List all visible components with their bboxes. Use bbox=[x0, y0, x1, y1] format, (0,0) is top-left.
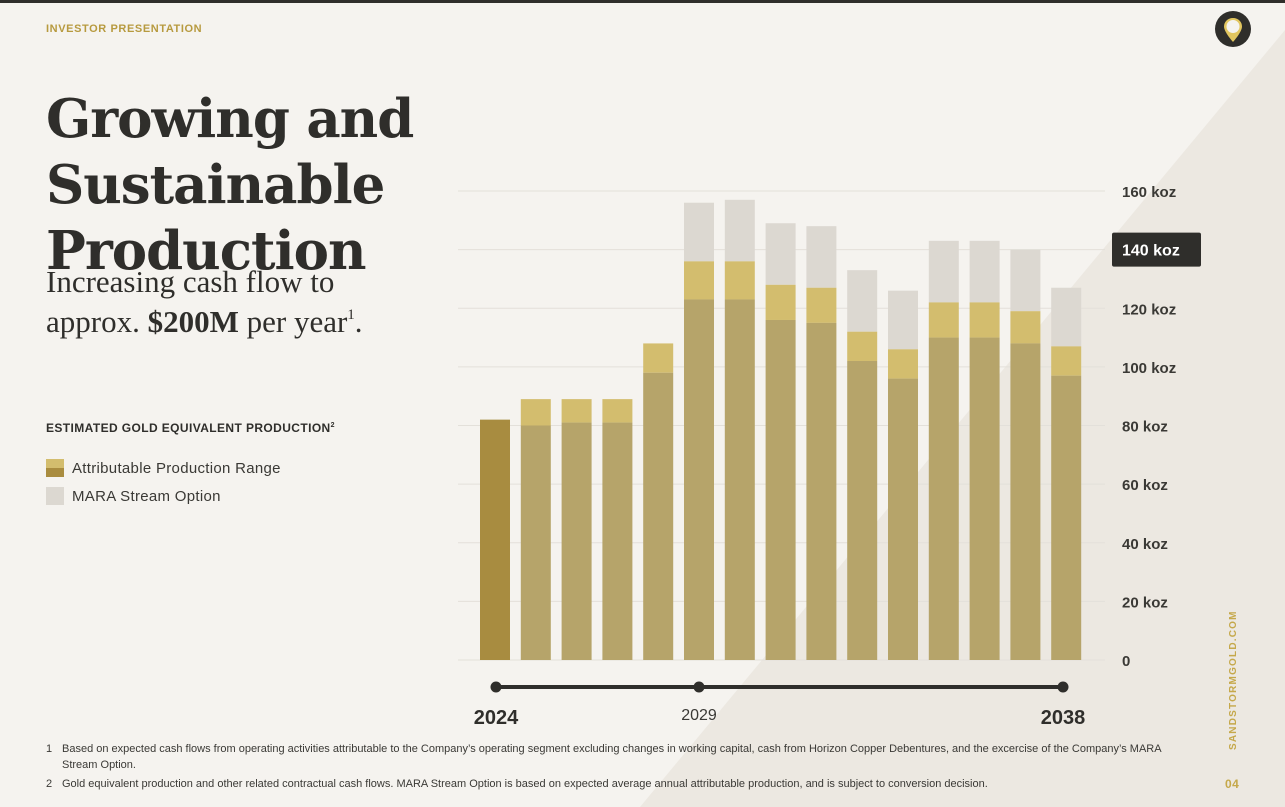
bar-base bbox=[928, 337, 959, 660]
y-tick-label: 0 bbox=[1122, 653, 1130, 670]
footnote-number: 1 bbox=[46, 743, 53, 755]
bar-mara bbox=[969, 240, 1000, 303]
y-tick-label: 80 koz bbox=[1122, 419, 1168, 436]
bar-base bbox=[520, 425, 551, 660]
subtitle-line-1: Increasing cash flow to bbox=[46, 264, 335, 299]
footnote-ref-2: 2 bbox=[330, 422, 335, 429]
footnote-ref-1: 1 bbox=[347, 307, 355, 323]
bar-range bbox=[969, 302, 1000, 338]
title-line-1: Growing and Sustainable bbox=[46, 88, 414, 216]
bar-base bbox=[561, 422, 592, 660]
bar-mara bbox=[847, 270, 878, 332]
subtitle: Increasing cash flow to approx. $200M pe… bbox=[46, 262, 466, 342]
bar-mara bbox=[806, 226, 837, 288]
bar-base bbox=[806, 322, 837, 660]
chart-heading-text: ESTIMATED GOLD EQUIVALENT PRODUCTION bbox=[46, 421, 331, 435]
subtitle-end: . bbox=[354, 304, 363, 339]
page-number: 04 bbox=[1225, 777, 1240, 791]
bar-range bbox=[847, 331, 878, 362]
bar-mara bbox=[1010, 249, 1041, 312]
bar-base bbox=[847, 361, 878, 660]
bar-range bbox=[928, 302, 959, 338]
footnote-1: 1 Based on expected cash flows from oper… bbox=[46, 741, 1196, 773]
y-tick-label: 160 koz bbox=[1122, 184, 1176, 201]
y-tick-label: 100 koz bbox=[1122, 360, 1176, 377]
bar-base bbox=[1010, 343, 1041, 660]
bar-base bbox=[1051, 375, 1082, 660]
subtitle-post: per year bbox=[238, 304, 348, 339]
y-tick-label: 40 koz bbox=[1122, 536, 1168, 553]
footnote-2: 2 Gold equivalent production and other r… bbox=[46, 776, 1196, 792]
y-tick-label-highlight: 140 koz bbox=[1122, 243, 1180, 260]
bar-range bbox=[520, 399, 551, 426]
timeline-label-start: 2024 bbox=[474, 707, 519, 729]
bar-base bbox=[480, 419, 510, 660]
bar-base bbox=[602, 422, 633, 660]
bar-range bbox=[561, 399, 592, 423]
chart-heading: ESTIMATED GOLD EQUIVALENT PRODUCTION2 bbox=[46, 421, 335, 435]
bar-mara bbox=[1051, 287, 1082, 347]
subtitle-pre: approx. bbox=[46, 304, 148, 339]
bar-base bbox=[888, 378, 918, 660]
bar-base bbox=[969, 337, 1000, 660]
page-title: Growing and Sustainable Production bbox=[46, 86, 766, 284]
bar-base bbox=[643, 372, 674, 660]
title-line-2: Production bbox=[46, 220, 367, 282]
bar-mara bbox=[765, 223, 796, 285]
location-pin-icon bbox=[1215, 11, 1251, 47]
y-tick-label: 20 koz bbox=[1122, 594, 1168, 611]
bar-range bbox=[1010, 311, 1041, 344]
footnote-text: Gold equivalent production and other rel… bbox=[62, 778, 988, 790]
timeline-marker bbox=[693, 681, 705, 693]
bar-base bbox=[684, 299, 714, 660]
highlight-tick-box bbox=[1112, 232, 1201, 267]
timeline-label-mid: 2029 bbox=[681, 707, 717, 724]
bar-range bbox=[602, 399, 633, 423]
bar-base bbox=[765, 319, 796, 660]
legend-label-range: Attributable Production Range bbox=[72, 459, 281, 477]
bar-range bbox=[643, 343, 674, 373]
bar-range bbox=[765, 284, 796, 320]
timeline-marker bbox=[1057, 681, 1069, 693]
y-tick-label: 120 koz bbox=[1122, 301, 1176, 318]
legend-item-mara: MARA Stream Option bbox=[46, 482, 281, 510]
footnotes: 1 Based on expected cash flows from oper… bbox=[46, 741, 1196, 795]
bar-range bbox=[806, 287, 837, 323]
website-url[interactable]: SANDSTORMGOLD.COM bbox=[1228, 610, 1239, 750]
bar-mara bbox=[928, 240, 959, 303]
footnote-text: Based on expected cash flows from operat… bbox=[62, 743, 1161, 771]
timeline-marker bbox=[490, 681, 502, 693]
footnote-number: 2 bbox=[46, 778, 53, 790]
bar-range bbox=[724, 261, 755, 300]
timeline-label-end: 2038 bbox=[1041, 707, 1086, 729]
chart-legend: Attributable Production Range MARA Strea… bbox=[46, 454, 281, 510]
eyebrow-label: INVESTOR PRESENTATION bbox=[46, 23, 203, 35]
bar-mara bbox=[684, 202, 714, 262]
bar-range bbox=[684, 261, 714, 300]
bar-range bbox=[1051, 346, 1082, 376]
subtitle-line-2: approx. $200M per year1. bbox=[46, 302, 466, 342]
legend-swatch-range bbox=[46, 459, 64, 477]
subtitle-amount: $200M bbox=[147, 304, 239, 339]
legend-swatch-mara bbox=[46, 487, 64, 505]
bar-range bbox=[888, 349, 918, 379]
y-tick-label: 60 koz bbox=[1122, 477, 1168, 494]
legend-label-mara: MARA Stream Option bbox=[72, 487, 221, 505]
bar-mara bbox=[724, 199, 755, 262]
top-rule bbox=[0, 0, 1285, 3]
bar-base bbox=[724, 299, 755, 660]
legend-item-range: Attributable Production Range bbox=[46, 454, 281, 482]
bar-mara bbox=[888, 290, 918, 350]
